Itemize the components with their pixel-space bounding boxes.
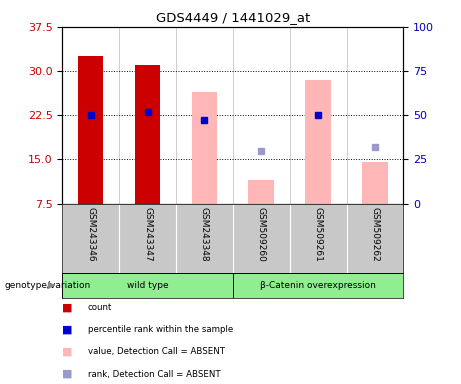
Bar <box>362 162 388 204</box>
Bar <box>135 65 160 204</box>
Text: GSM509261: GSM509261 <box>313 207 323 262</box>
Text: ■: ■ <box>62 369 73 379</box>
Text: ■: ■ <box>62 302 73 312</box>
Text: rank, Detection Call = ABSENT: rank, Detection Call = ABSENT <box>88 369 220 379</box>
Text: count: count <box>88 303 112 312</box>
Text: percentile rank within the sample: percentile rank within the sample <box>88 325 233 334</box>
Text: GSM509260: GSM509260 <box>257 207 266 262</box>
Bar <box>248 180 274 204</box>
Text: GSM509262: GSM509262 <box>371 207 379 262</box>
Text: GSM243347: GSM243347 <box>143 207 152 262</box>
Text: GSM243348: GSM243348 <box>200 207 209 262</box>
Text: ■: ■ <box>62 324 73 334</box>
Text: genotype/variation: genotype/variation <box>5 281 91 290</box>
Text: value, Detection Call = ABSENT: value, Detection Call = ABSENT <box>88 347 225 356</box>
Bar <box>192 92 217 204</box>
Title: GDS4449 / 1441029_at: GDS4449 / 1441029_at <box>156 11 310 24</box>
Text: wild type: wild type <box>127 281 168 290</box>
Bar <box>233 273 403 298</box>
Bar <box>78 56 103 204</box>
Bar <box>62 273 233 298</box>
Bar <box>305 80 331 204</box>
Text: ■: ■ <box>62 347 73 357</box>
Text: ▶: ▶ <box>48 280 55 290</box>
Text: β-Catenin overexpression: β-Catenin overexpression <box>260 281 376 290</box>
Text: GSM243346: GSM243346 <box>86 207 95 262</box>
